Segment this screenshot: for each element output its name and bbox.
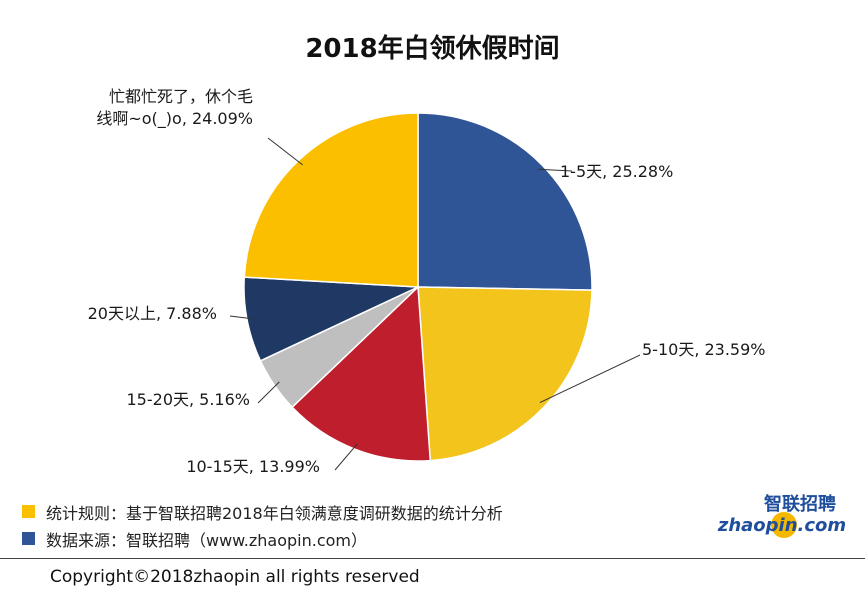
chart-title: 2018年白领休假时间 [305, 34, 560, 64]
slice-label: 忙都忙死了，休个毛 [109, 87, 253, 106]
slice-label: 线啊~o(_)o, 24.09% [96, 109, 253, 129]
pie-chart: 1-5天, 25.28% 5-10天, 23.59% 10-15天, 13.99% 1… [88, 87, 766, 476]
leader-line [537, 168, 573, 172]
blue-square-icon [22, 532, 35, 545]
slice-label: 10-15天, 13.99% [186, 457, 320, 476]
pie-slice [291, 285, 432, 462]
copyright-bar: Copyright©2018zhaopin all rights reserve… [0, 558, 865, 587]
note-stat-rule: 统计规则：基于智联招聘2018年白领满意度调研数据的统计分析 [22, 498, 503, 525]
brand-circle-icon [771, 512, 797, 538]
slice-label: 5-10天, 23.59% [642, 340, 766, 359]
pie-slice [417, 112, 593, 291]
slice-label: 1-5天, 25.28% [560, 162, 673, 181]
note-data-source: 数据来源：智联招聘（www.zhaopin.com） [22, 525, 503, 552]
slice-label: 20天以上, 7.88% [88, 304, 217, 323]
note-text: 数据来源：智联招聘（www.zhaopin.com） [46, 530, 368, 550]
leader-line [539, 354, 641, 404]
leader-line [257, 381, 280, 404]
leader-line [334, 443, 358, 471]
leader-line [229, 315, 254, 320]
brand-en-text: zhaopin.com [717, 515, 846, 536]
notes: 统计规则：基于智联招聘2018年白领满意度调研数据的统计分析 数据来源：智联招聘… [22, 498, 503, 552]
zhaopin-logo: 智联招聘 zhaopin.com [717, 493, 846, 538]
pie-slice [417, 286, 593, 462]
leader-line [267, 137, 303, 166]
slice-label: 15-20天, 5.16% [127, 390, 251, 409]
copyright-text: Copyright©2018zhaopin all rights reserve… [50, 567, 420, 587]
brand-cn-text: 智联招聘 [764, 493, 836, 515]
pie-slice [243, 112, 419, 288]
note-text: 统计规则：基于智联招聘2018年白领满意度调研数据的统计分析 [46, 503, 503, 523]
yellow-square-icon [22, 505, 35, 518]
